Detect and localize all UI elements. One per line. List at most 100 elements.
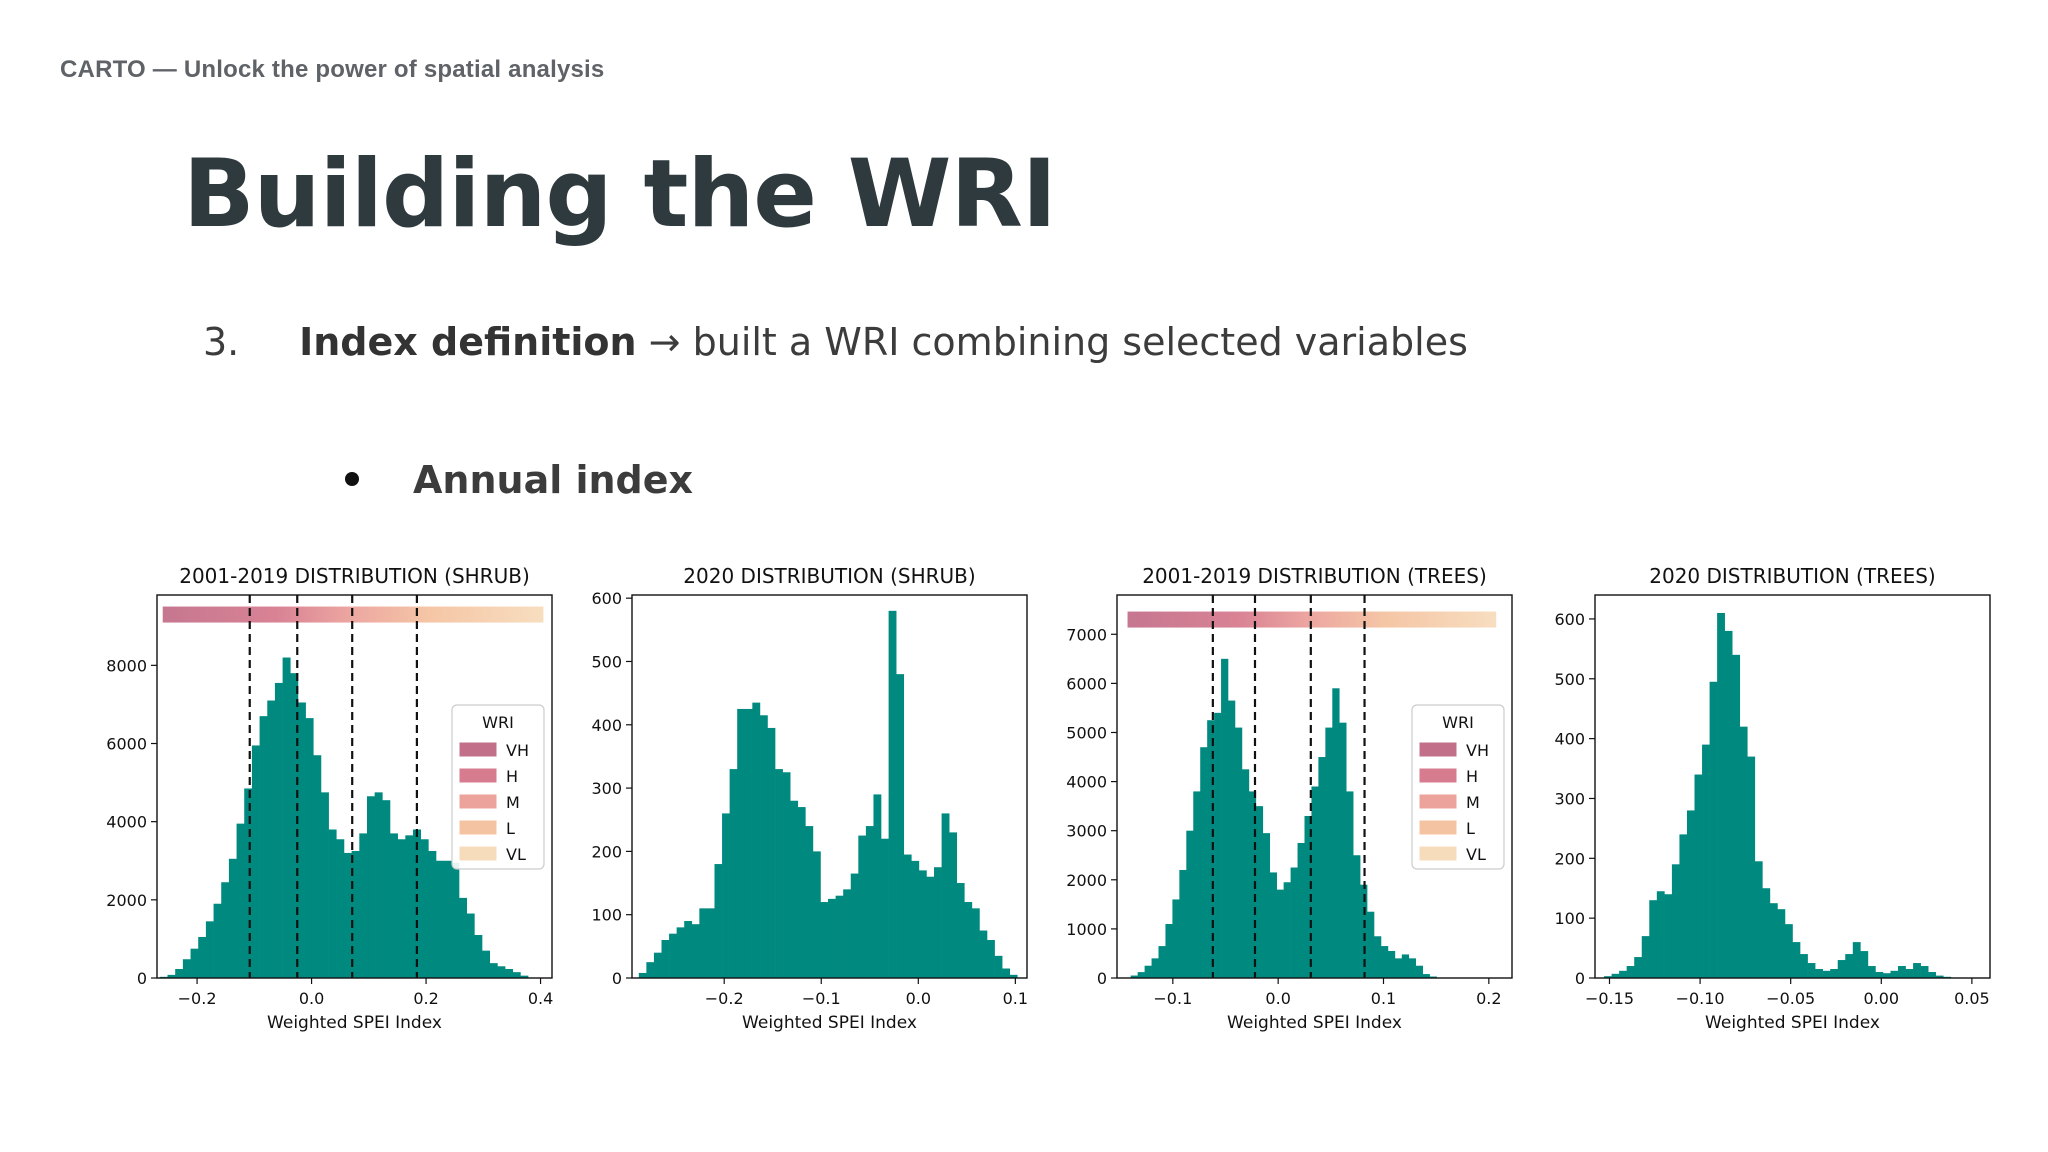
histogram-bar — [752, 702, 761, 978]
x-tick-label: −0.2 — [705, 989, 744, 1008]
histogram-bar — [1151, 958, 1159, 978]
histogram-bar — [1137, 972, 1145, 978]
histogram-bar — [1144, 965, 1152, 978]
x-tick-label: 0.1 — [1003, 989, 1028, 1008]
histogram-bar — [1762, 888, 1771, 978]
histogram-bar — [1860, 951, 1869, 978]
x-tick-label: 0.0 — [906, 989, 931, 1008]
histogram-bar — [737, 708, 746, 978]
histogram-bar — [881, 838, 889, 978]
histogram-bar — [1158, 946, 1166, 978]
chart-panel-3: −0.1 0.0 0.1 0.2 0 1000 2000 3000 4000 5000 6000 70… — [1066, 564, 1513, 1033]
histogram-bar — [251, 745, 260, 978]
histogram-bar — [1262, 833, 1271, 978]
histogram-bar — [1214, 712, 1222, 978]
x-tick-label: 0.4 — [528, 989, 553, 1008]
histogram-bar — [359, 833, 368, 978]
histogram-bar — [843, 889, 852, 978]
histogram-bar — [1867, 966, 1876, 978]
y-tick-label: 6000 — [1066, 674, 1107, 693]
histogram-bar — [1360, 884, 1368, 978]
y-tick-label: 4000 — [106, 813, 147, 832]
histogram-bar — [428, 850, 437, 978]
x-axis-label: Weighted SPEI Index — [1227, 1013, 1402, 1033]
histogram-bar — [1890, 970, 1899, 978]
histogram-bar — [1905, 969, 1914, 978]
legend-title: WRI — [482, 713, 514, 732]
histogram-bar — [1200, 747, 1208, 978]
histogram-bar — [896, 674, 905, 978]
histogram-bar — [520, 975, 529, 978]
histogram-bar — [1702, 744, 1710, 978]
histogram-bar — [926, 876, 935, 978]
y-tick-label: 2000 — [1066, 871, 1107, 890]
chart-title: 2020 DISTRIBUTION (TREES) — [1649, 564, 1935, 588]
histogram-bar — [205, 921, 214, 978]
histogram-bar — [1664, 894, 1673, 978]
histogram-bar — [1207, 720, 1215, 978]
histogram-bar — [835, 895, 844, 978]
histogram-bar — [420, 839, 429, 978]
x-tick-label: −0.15 — [1585, 989, 1634, 1008]
legend-entry-label: M — [506, 793, 520, 812]
histogram-bar — [336, 839, 345, 978]
histogram-bar — [1717, 612, 1725, 978]
legend-swatch — [1419, 742, 1457, 757]
histogram-bar — [918, 870, 927, 978]
histogram-bar — [1732, 654, 1741, 978]
histogram-bar — [1297, 842, 1305, 978]
y-tick-label: 0 — [612, 969, 622, 988]
x-tick-label: 0.1 — [1371, 989, 1396, 1008]
slide-title: Building the WRI — [183, 140, 1057, 249]
x-tick-label: −0.10 — [1676, 989, 1725, 1008]
index-definition-line: 3. Index definition → built a WRI combin… — [203, 320, 1468, 364]
histogram-bar — [873, 794, 882, 978]
histogram-bar — [1339, 722, 1347, 978]
wri-risk-band — [1127, 611, 1497, 628]
y-tick-label: 300 — [1554, 789, 1585, 808]
wri-legend: WRI VH HML VL — [1411, 704, 1505, 870]
histogram-bar — [956, 883, 965, 978]
histogram-bar — [858, 835, 867, 978]
y-tick-label: 300 — [591, 779, 622, 798]
legend-entry-label: VH — [1466, 741, 1489, 760]
histogram-bar — [729, 769, 738, 978]
histogram-bar — [1221, 658, 1229, 978]
y-tick-label: 200 — [1554, 849, 1585, 868]
histogram-bar — [1172, 899, 1180, 978]
y-tick-label: 0 — [1097, 969, 1107, 988]
histogram-bar — [714, 864, 723, 978]
y-tick-label: 100 — [1554, 909, 1585, 928]
histogram-bar — [903, 854, 912, 978]
histogram-bar — [1694, 774, 1703, 978]
histogram-bar — [497, 966, 506, 978]
histogram-bar — [213, 903, 222, 978]
histogram-bar — [1415, 965, 1423, 978]
y-tick-label: 0 — [137, 969, 147, 988]
item-bold-label: Index definition — [299, 320, 637, 364]
histogram-bar — [994, 955, 1003, 978]
x-tick-label: 0.0 — [1265, 989, 1290, 1008]
x-tick-label: −0.05 — [1766, 989, 1815, 1008]
histogram-bar — [706, 908, 715, 978]
legend-swatch — [459, 846, 497, 861]
histogram-bar — [1604, 976, 1612, 978]
y-tick-label: 500 — [591, 652, 622, 671]
histogram-bar — [1852, 942, 1861, 978]
histogram-bar — [1935, 975, 1944, 978]
histogram-bar — [1679, 834, 1688, 979]
x-axis-label: Weighted SPEI Index — [1705, 1013, 1880, 1033]
x-tick-label: 0.2 — [413, 989, 438, 1008]
item-number: 3. — [203, 320, 240, 364]
y-tick-label: 8000 — [106, 656, 147, 675]
arrow-glyph: → — [648, 320, 681, 364]
x-tick-label: 0.00 — [1863, 989, 1899, 1008]
histogram-bar — [482, 950, 491, 978]
histogram-bar — [1875, 972, 1884, 978]
histogram-bar — [1686, 810, 1695, 978]
histogram-bar — [759, 715, 768, 978]
chart-title: 2001-2019 DISTRIBUTION (TREES) — [1142, 564, 1487, 588]
plot-frame — [631, 594, 1028, 979]
histogram-bar — [1928, 972, 1937, 978]
